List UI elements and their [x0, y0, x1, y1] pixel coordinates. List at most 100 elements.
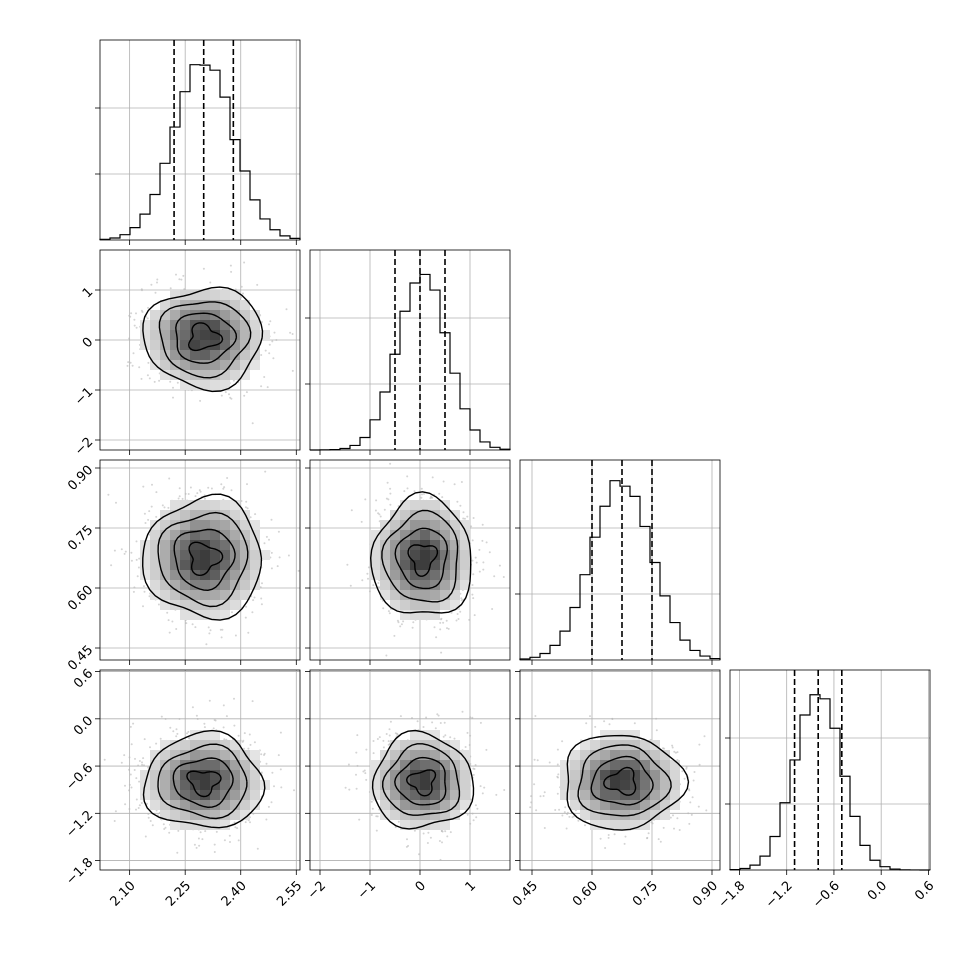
density-cell [220, 780, 230, 790]
sample-point [469, 716, 472, 719]
density-cell [170, 750, 180, 760]
sample-point [128, 808, 131, 810]
histogram-1 [309, 273, 511, 451]
sample-point [149, 746, 151, 749]
density-cell [140, 560, 150, 570]
density-cell [430, 610, 440, 620]
density-cell [390, 580, 400, 590]
sample-point [502, 576, 505, 578]
density-cell [180, 570, 190, 580]
sample-point [126, 364, 129, 367]
density-cell [460, 540, 470, 550]
sample-point [120, 761, 123, 764]
sample-point [442, 480, 445, 483]
sample-point [374, 509, 377, 512]
sample-point [133, 318, 136, 321]
density-cell [240, 580, 250, 590]
density-cell [200, 330, 210, 340]
density-cell [220, 320, 230, 330]
density-cell [240, 780, 250, 790]
sample-point [378, 513, 381, 516]
density-cell [180, 810, 190, 820]
sample-point [253, 596, 256, 599]
density-cell [230, 300, 240, 310]
density-cell [440, 510, 450, 520]
sample-point [450, 611, 453, 614]
contour-level-2 [157, 511, 249, 608]
density-cell [200, 300, 210, 310]
density-cell [160, 360, 170, 370]
panel-2-0: 0.450.600.750.90 [65, 459, 301, 674]
density-cell [230, 570, 240, 580]
density-cell [170, 330, 180, 340]
density-cell [380, 570, 390, 580]
sample-point [444, 734, 447, 737]
sample-point [365, 778, 368, 781]
density-cell [160, 750, 170, 760]
sample-point [201, 838, 204, 841]
sample-point [366, 572, 369, 575]
density-cell [170, 350, 180, 360]
density-cell [220, 770, 230, 780]
sample-point [471, 584, 474, 586]
sample-point [364, 772, 367, 775]
density-cell [180, 500, 190, 510]
sample-point [433, 626, 436, 629]
sample-point [449, 736, 452, 739]
sample-point [277, 530, 280, 533]
density-cell [410, 510, 420, 520]
density-cell [430, 520, 440, 530]
sample-point [476, 807, 479, 810]
sample-point [147, 306, 150, 309]
density-cell [160, 790, 170, 800]
density-cell [430, 570, 440, 580]
sample-point [166, 611, 169, 614]
density-cell [160, 540, 170, 550]
density-cell [160, 590, 170, 600]
density-cell [140, 320, 150, 330]
density-cell [440, 600, 450, 610]
sample-point [377, 512, 380, 515]
panel-3-1: −2 −1 0 1 [305, 669, 511, 903]
density-cell [220, 310, 230, 320]
density-cell [440, 520, 450, 530]
sample-point [157, 603, 160, 606]
sample-point [372, 584, 375, 587]
sample-point [223, 839, 226, 842]
density-cell [430, 540, 440, 550]
sample-point [172, 730, 175, 733]
density-cell [460, 520, 470, 530]
density-cell [220, 810, 230, 820]
sample-point [199, 831, 202, 834]
density-cell [400, 500, 410, 510]
density-cell [180, 530, 190, 540]
sample-point [270, 567, 273, 570]
density-cell [150, 340, 160, 350]
contour-level-1 [172, 757, 234, 809]
sample-point [272, 357, 275, 360]
density-cell [200, 790, 210, 800]
sample-point [463, 517, 466, 520]
sample-point [421, 493, 423, 496]
density-cell [200, 500, 210, 510]
sample-point [355, 751, 358, 754]
density-cell [160, 330, 170, 340]
density-cell [210, 590, 220, 600]
density-cell [370, 530, 380, 540]
sample-point [204, 497, 206, 500]
density-cell [230, 510, 240, 520]
sample-point [293, 789, 295, 792]
contour-level-2 [158, 301, 252, 379]
density-cell [450, 590, 460, 600]
sample-point [479, 785, 482, 788]
density-cell [150, 330, 160, 340]
sample-point [431, 721, 434, 724]
density-cell [390, 570, 400, 580]
density-cell [220, 520, 230, 530]
density-cell [230, 600, 240, 610]
sample-point [123, 754, 126, 757]
density-cell [230, 540, 240, 550]
density-cell [440, 590, 450, 600]
sample-point [246, 483, 248, 486]
sample-point [449, 831, 452, 834]
